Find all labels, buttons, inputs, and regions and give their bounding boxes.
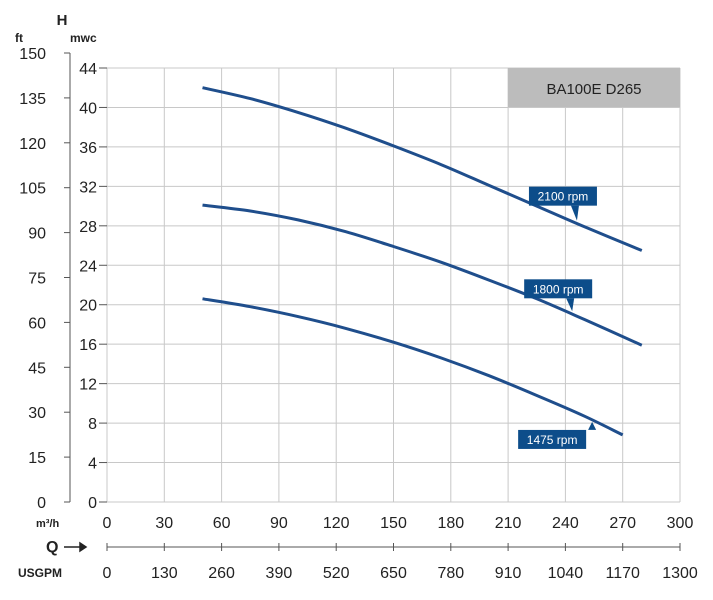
series-label-pointer [588,421,597,430]
ft-tick-label: 30 [28,405,46,422]
curves [202,86,643,437]
series-label: 1800 rpm [524,279,593,312]
x-tick-label: 60 [213,515,231,532]
mwc-tick-label: 36 [79,140,97,157]
ft-tick-label: 90 [28,226,46,243]
series-label: 2100 rpm [528,186,597,221]
mwc-tick-label: 20 [79,298,97,315]
mwc-tick-label: 40 [79,100,97,117]
x-tick-label: 30 [155,515,173,532]
ft-tick-label: 60 [28,315,46,332]
ft-tick-label: 75 [28,271,46,288]
series-line-2 [202,297,624,437]
ft-tick-label: 15 [28,450,46,467]
x-tick-label: 240 [552,515,579,532]
mwc-tick-label: 28 [79,219,97,236]
series-label: 1475 rpm [518,421,597,449]
mwc-tick-label: 12 [79,377,97,394]
usgpm-tick-label: 130 [151,565,178,582]
usgpm-tick-label: 260 [208,565,235,582]
grid [106,67,681,503]
x-tick-label: 150 [380,515,407,532]
series-label-box [524,279,593,299]
series-label-box [528,186,597,206]
usgpm-tick-label: 780 [437,565,464,582]
ft-tick-label: 120 [19,136,46,153]
q-arrow-icon [64,541,88,553]
series-line-0 [202,86,643,252]
mwc-tick-label: 0 [88,495,97,512]
ft-tick-label: 105 [19,181,46,198]
usgpm-tick-label: 1170 [605,565,640,582]
mwc-tick-label: 16 [79,337,97,354]
x-tick-label: 300 [667,515,694,532]
x-tick-label: 120 [323,515,350,532]
usgpm-axis-unit: USGPM [18,566,62,580]
mwc-tick-label: 8 [88,416,97,433]
mwc-axis-unit: mwc [70,31,97,45]
usgpm-tick-label: 1040 [548,565,584,582]
mwc-tick-label: 4 [88,456,97,473]
series-line-1 [202,203,643,347]
usgpm-tick-label: 390 [266,565,293,582]
ft-tick-label: 135 [19,91,46,108]
mwc-tick-label: 44 [79,61,97,78]
q-axis-label: Q [46,539,58,556]
usgpm-tick-label: 520 [323,565,350,582]
mwc-tick-label: 32 [79,179,97,196]
series-label-text: 1800 rpm [533,282,584,296]
x-tick-label: 0 [103,515,112,532]
x-tick-label: 270 [609,515,636,532]
flow-axis-unit: m³/h [36,518,60,530]
x-tick-label: 210 [495,515,522,532]
usgpm-tick-label: 650 [380,565,407,582]
series-labels: 2100 rpm 1800 rpm 1475 rpm [518,186,597,449]
ft-tick-label: 150 [19,46,46,63]
usgpm-tick-label: 0 [103,565,112,582]
ft-axis-unit: ft [15,31,23,45]
series-label-pointer [566,298,575,312]
usgpm-tick-label: 910 [495,565,522,582]
mwc-tick-label: 24 [79,258,97,275]
series-label-box [518,429,587,449]
h-axis-title: H [57,12,68,29]
ft-tick-label: 0 [37,495,46,512]
series-label-text: 2100 rpm [538,190,589,204]
x-tick-label: 180 [437,515,464,532]
title-box [508,68,680,107]
usgpm-tick-label: 1300 [662,565,698,582]
series-label-text: 1475 rpm [527,433,578,447]
ft-tick-label: 45 [28,360,46,377]
x-tick-label: 90 [270,515,288,532]
chart-title: BA100E D265 [546,81,641,98]
series-label-pointer [570,205,579,221]
